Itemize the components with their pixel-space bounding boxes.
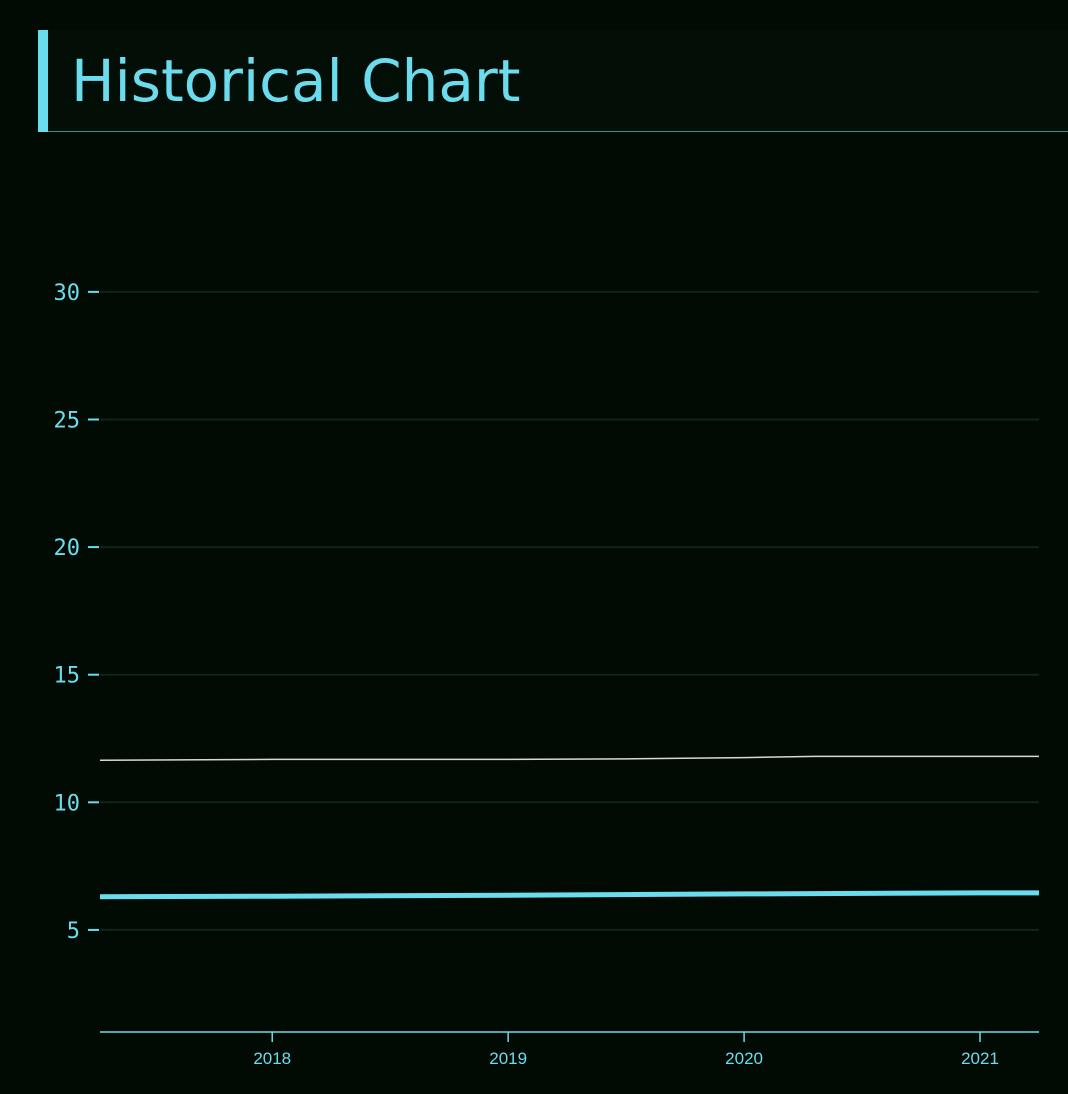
x-tick-label-2019: 2019 — [489, 1049, 527, 1068]
y-tick-label-25: 25 — [54, 408, 81, 433]
y-tick-label-15: 15 — [54, 664, 81, 689]
chart-header: Historical Chart — [38, 30, 1068, 132]
y-tick-label-5: 5 — [67, 919, 80, 944]
y-tick-label-20: 20 — [54, 536, 81, 561]
x-tick-label-2021: 2021 — [961, 1049, 999, 1068]
series-line-1 — [99, 755, 1039, 761]
series-line-2 — [99, 890, 1039, 900]
page-title: Historical Chart — [71, 47, 521, 115]
header-accent-bar — [38, 30, 48, 132]
y-tick-label-30: 30 — [54, 281, 81, 306]
y-tick-label-10: 10 — [54, 791, 81, 816]
x-tick-label-2020: 2020 — [725, 1049, 763, 1068]
x-tick-label-2018: 2018 — [253, 1049, 291, 1068]
